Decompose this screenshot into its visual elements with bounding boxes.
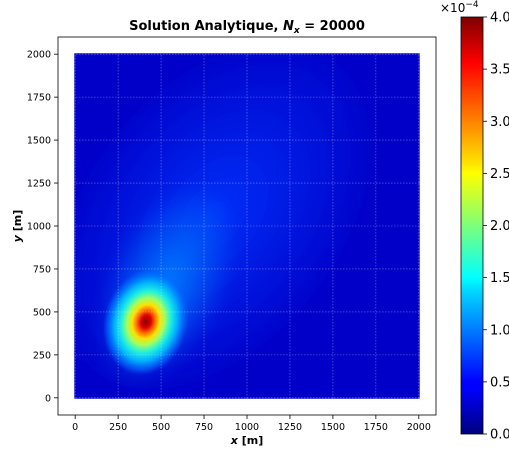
y-tick-label: 1250 — [27, 179, 51, 190]
x-tick-label: 0 — [72, 422, 78, 433]
y-tick-label: 1750 — [27, 93, 51, 104]
x-tick-label: 250 — [109, 422, 127, 433]
colorbar-tick-label: 0.5 — [490, 375, 509, 390]
plot-area: 0 250 500 750 1000 1250 1500 1750 2000 0 250 500 75… — [27, 36, 437, 433]
colorbar-tick-label: 2.0 — [490, 219, 509, 234]
y-tick-label: 500 — [33, 307, 51, 318]
concentration-field — [74, 53, 420, 399]
x-tick-label: 1500 — [321, 422, 345, 433]
x-axis-label: x [m] — [230, 434, 263, 447]
y-tick-label: 750 — [33, 264, 51, 275]
y-tick-label: 1500 — [27, 136, 51, 147]
x-tick-label: 750 — [195, 422, 213, 433]
x-tick-label: 2000 — [407, 422, 431, 433]
x-tick-label: 1000 — [235, 422, 259, 433]
y-tick-label: 0 — [45, 393, 51, 404]
y-tick-label: 2000 — [27, 50, 51, 61]
colorbar-tick-label: 3.5 — [490, 63, 509, 78]
colorbar-tick-label: 4.0 — [490, 11, 509, 26]
colorbar: 0.0 0.5 1.0 1.5 2.0 2.5 3.0 3.5 4.0 ×10−4 — [440, 0, 509, 443]
colorbar-gradient — [460, 16, 484, 435]
chart-title: Solution Analytique, Nx = 20000 — [129, 19, 365, 36]
colorbar-tick-label: 1.5 — [490, 271, 509, 286]
colorbar-tick-label: 3.0 — [490, 115, 509, 130]
colorbar-tick-label: 2.5 — [490, 167, 509, 182]
x-tick-label: 500 — [152, 422, 170, 433]
colorbar-ticks: 0.0 0.5 1.0 1.5 2.0 2.5 3.0 3.5 4.0 — [483, 11, 509, 443]
x-tick-label: 1250 — [278, 422, 302, 433]
y-axis-label: y [m] — [11, 210, 24, 243]
plume-core — [103, 268, 189, 375]
colorbar-tick-label: 0.0 — [490, 428, 509, 443]
colorbar-exponent: ×10−4 — [440, 0, 479, 15]
x-tick-label: 1750 — [364, 422, 388, 433]
y-tick-label: 1000 — [27, 222, 51, 233]
y-axis-ticks: 0 250 500 750 1000 1250 1500 1750 2000 — [27, 50, 58, 404]
grid — [58, 37, 436, 415]
y-tick-label: 250 — [33, 350, 51, 361]
colorbar-tick-label: 1.0 — [490, 323, 509, 338]
x-axis-ticks: 0 250 500 750 1000 1250 1500 1750 2000 — [72, 415, 431, 433]
